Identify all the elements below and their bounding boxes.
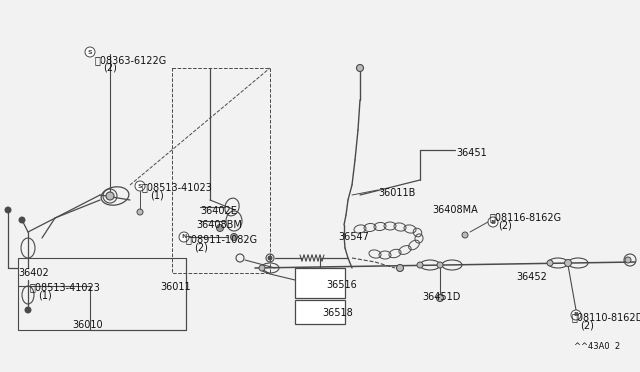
Bar bbox=[18, 258, 186, 330]
Text: B: B bbox=[491, 219, 495, 224]
Text: Ⓝ08513-41023: Ⓝ08513-41023 bbox=[142, 182, 213, 192]
Bar bbox=[295, 300, 345, 324]
Bar bbox=[172, 68, 270, 273]
Circle shape bbox=[230, 234, 237, 241]
Text: N: N bbox=[181, 234, 187, 240]
Text: ⒲08110-8162D: ⒲08110-8162D bbox=[572, 312, 640, 322]
Circle shape bbox=[547, 260, 553, 266]
Text: 36451D: 36451D bbox=[422, 292, 460, 302]
Text: ^^43A0  2: ^^43A0 2 bbox=[574, 342, 620, 351]
Circle shape bbox=[488, 217, 498, 227]
Text: (2): (2) bbox=[580, 320, 594, 330]
Text: 36402E: 36402E bbox=[200, 206, 237, 216]
Circle shape bbox=[564, 260, 572, 266]
Circle shape bbox=[436, 295, 444, 301]
Text: (2): (2) bbox=[194, 242, 208, 252]
Text: 36452: 36452 bbox=[516, 272, 547, 282]
Text: 36408BM: 36408BM bbox=[196, 220, 242, 230]
Text: B: B bbox=[573, 312, 579, 317]
Bar bbox=[295, 268, 345, 298]
Text: Ⓝ08513-41023: Ⓝ08513-41023 bbox=[30, 282, 101, 292]
Circle shape bbox=[85, 47, 95, 57]
Text: 36011B: 36011B bbox=[378, 188, 415, 198]
Text: ⒲08116-8162G: ⒲08116-8162G bbox=[490, 212, 562, 222]
Circle shape bbox=[135, 181, 145, 191]
Circle shape bbox=[216, 224, 223, 231]
Text: (2): (2) bbox=[103, 63, 117, 73]
Circle shape bbox=[179, 232, 189, 242]
Circle shape bbox=[437, 262, 443, 268]
Text: S: S bbox=[88, 49, 92, 55]
Circle shape bbox=[137, 209, 143, 215]
Text: Ⓝ08363-6122G: Ⓝ08363-6122G bbox=[95, 55, 167, 65]
Circle shape bbox=[25, 307, 31, 313]
Circle shape bbox=[5, 207, 11, 213]
Text: 36451: 36451 bbox=[456, 148, 487, 158]
Text: S: S bbox=[138, 183, 142, 189]
Text: (1): (1) bbox=[150, 190, 164, 200]
Text: 36518: 36518 bbox=[322, 308, 353, 318]
Circle shape bbox=[462, 232, 468, 238]
Circle shape bbox=[356, 64, 364, 71]
Circle shape bbox=[565, 260, 571, 266]
Circle shape bbox=[417, 262, 423, 268]
Text: 36516: 36516 bbox=[326, 280, 356, 290]
Text: 36402: 36402 bbox=[18, 268, 49, 278]
Text: 36010: 36010 bbox=[72, 320, 102, 330]
Circle shape bbox=[268, 256, 272, 260]
Circle shape bbox=[397, 264, 403, 272]
Circle shape bbox=[259, 265, 265, 271]
Text: 36011: 36011 bbox=[160, 282, 191, 292]
Circle shape bbox=[106, 192, 114, 200]
Text: Ⓞ08911-1082G: Ⓞ08911-1082G bbox=[186, 234, 258, 244]
Text: 36408MA: 36408MA bbox=[432, 205, 477, 215]
Circle shape bbox=[19, 217, 25, 223]
Text: (2): (2) bbox=[498, 220, 512, 230]
Circle shape bbox=[625, 257, 631, 263]
Text: (1): (1) bbox=[38, 290, 52, 300]
Circle shape bbox=[571, 310, 581, 320]
Text: 36547: 36547 bbox=[338, 232, 369, 242]
